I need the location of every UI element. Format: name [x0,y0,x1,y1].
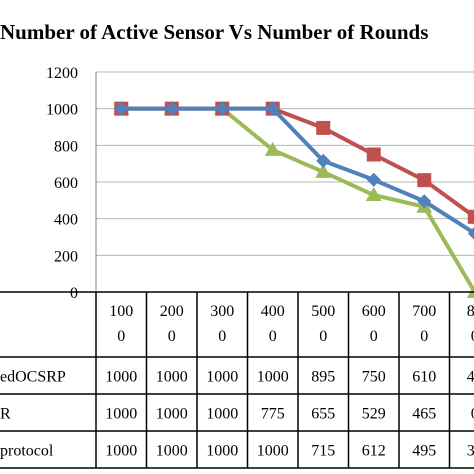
y-tick-label: 0 [70,285,78,302]
table-cell: 1000 [105,406,137,423]
table-cell: 715 [311,443,335,460]
table-cell: 1000 [156,369,188,386]
data-point [467,227,474,240]
table-cell: 32 [467,443,474,460]
data-point [366,172,381,187]
series-line [121,106,474,236]
x-category-label: 100 [109,303,133,320]
x-category-label: 700 [412,303,436,320]
data-point [265,101,280,116]
data-point [164,101,179,116]
data-point [316,153,331,168]
x-category-label: 300 [210,303,234,320]
y-tick-label: 1000 [46,102,78,119]
table-cell: 41 [467,369,474,386]
x-category-label: 500 [311,303,335,320]
chart-title: Number of Active Sensor Vs Number of Rou… [0,20,429,44]
x-category-label: 0 [269,328,277,345]
x-category-label: 0 [370,328,378,345]
data-point [316,120,331,135]
y-tick-label: 800 [54,138,78,155]
table-cell: 0 [471,406,474,423]
x-category-label: 0 [117,328,125,345]
y-axis-ticks: 0 200 400 600 800 1000 1200 [46,65,78,302]
data-point [417,173,432,188]
x-category-label: 400 [261,303,285,320]
data-point [417,194,432,209]
table-cell: 1000 [105,369,137,386]
x-category-label: 200 [160,303,184,320]
table-cell: 1000 [206,369,238,386]
table-cell: 750 [362,369,386,386]
table-cell: 1000 [156,443,188,460]
x-category-label: 600 [362,303,386,320]
table-cell: 1000 [206,406,238,423]
y-tick-label: 600 [54,175,78,192]
data-point [366,147,381,162]
table-cell: 1000 [257,443,289,460]
x-category-label: 0 [319,328,327,345]
table-cell: 1000 [206,443,238,460]
data-point [315,163,332,178]
x-category-label: 80 [467,303,474,320]
data-table: 1000200030004000500060007000800edOCSRP10… [0,291,474,469]
table-cell: 895 [311,369,335,386]
x-category-label: 0 [471,328,474,345]
table-cell: 655 [311,406,335,423]
table-row-label: R [0,406,11,423]
x-category-label: 0 [168,328,176,345]
table-row-label: edOCSRP [0,369,66,386]
table-cell: 1000 [105,443,137,460]
y-tick-label: 1200 [46,65,78,82]
table-cell: 775 [261,406,285,423]
data-point [264,141,281,156]
table-cell: 495 [412,443,436,460]
data-point [215,101,230,116]
x-category-label: 0 [420,328,428,345]
table-cell: 610 [412,369,436,386]
y-tick-label: 200 [54,248,78,265]
table-cell: 465 [412,406,436,423]
table-row-label: protocol [0,443,54,460]
series-layer [113,100,474,298]
table-cell: 1000 [156,406,188,423]
data-point [365,187,382,202]
table-cell: 612 [362,443,386,460]
data-point [114,101,129,116]
y-tick-label: 400 [54,212,78,229]
x-category-label: 0 [218,328,226,345]
data-point [467,209,474,224]
table-cell: 529 [362,406,386,423]
table-cell: 1000 [257,369,289,386]
